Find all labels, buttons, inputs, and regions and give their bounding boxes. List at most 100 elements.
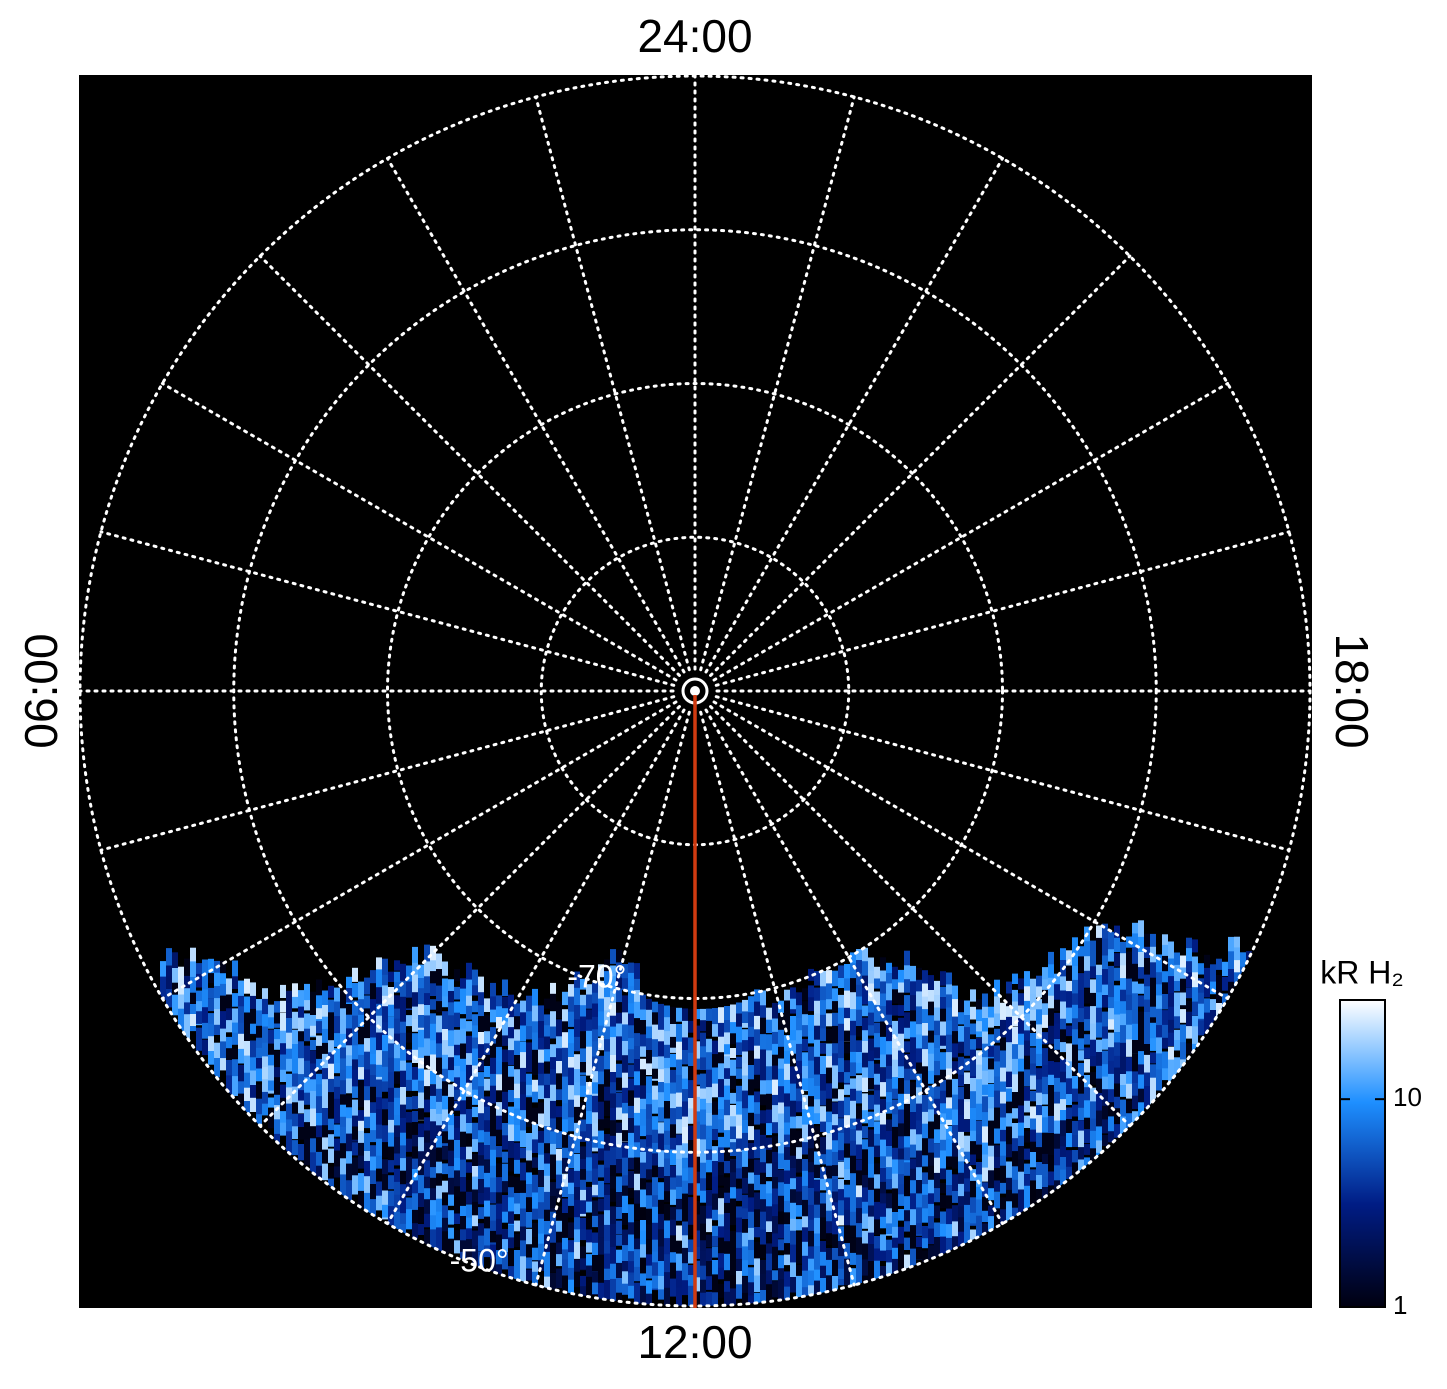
emission-cell <box>496 1102 502 1127</box>
emission-cell <box>652 1206 658 1226</box>
emission-cell <box>712 1008 718 1031</box>
emission-cell <box>922 1077 928 1095</box>
emission-cell <box>352 967 358 982</box>
emission-cell <box>808 1172 814 1192</box>
emission-cell <box>1000 1103 1006 1119</box>
emission-cell <box>592 1184 598 1196</box>
emission-cell <box>622 1072 628 1095</box>
emission-cell <box>820 1137 826 1163</box>
emission-cell <box>790 1262 796 1290</box>
emission-cell <box>964 1000 970 1027</box>
emission-cell <box>628 1145 634 1166</box>
emission-cell <box>1000 1165 1006 1188</box>
emission-cell <box>538 1085 544 1100</box>
emission-cell <box>934 1114 940 1140</box>
emission-cell <box>214 1042 220 1071</box>
emission-cell <box>394 1043 400 1067</box>
emission-cell <box>376 1032 382 1053</box>
emission-cell <box>616 1132 622 1148</box>
emission-cell <box>466 1109 472 1126</box>
emission-cell <box>736 1056 742 1068</box>
emission-cell <box>802 1094 808 1121</box>
emission-cell <box>796 1116 802 1129</box>
emission-cell <box>496 1163 502 1184</box>
emission-cell <box>616 1092 622 1115</box>
emission-cell <box>466 1053 472 1065</box>
emission-cell <box>1084 1006 1090 1028</box>
emission-cell <box>424 944 430 972</box>
emission-cell <box>1090 1072 1096 1085</box>
emission-cell <box>436 1043 442 1072</box>
emission-cell <box>790 1155 796 1174</box>
emission-cell <box>1024 1148 1030 1160</box>
emission-cell <box>682 1180 688 1195</box>
emission-cell <box>544 1251 550 1267</box>
emission-cell <box>838 1100 844 1118</box>
emission-cell <box>916 1167 922 1192</box>
emission-cell <box>1132 1009 1138 1030</box>
emission-cell <box>352 1032 358 1051</box>
emission-cell <box>550 1225 556 1248</box>
emission-cell <box>934 1172 940 1198</box>
emission-cell <box>580 1085 586 1097</box>
emission-cell <box>838 1241 844 1271</box>
emission-cell <box>952 1221 958 1240</box>
emission-cell <box>418 1151 424 1169</box>
emission-cell <box>490 1136 496 1150</box>
emission-cell <box>1024 1069 1030 1087</box>
emission-cell <box>370 1145 376 1164</box>
emission-cell <box>892 979 898 995</box>
emission-cell <box>826 999 832 1010</box>
emission-cell <box>814 1217 820 1238</box>
emission-cell <box>454 1196 460 1216</box>
emission-cell <box>1048 1155 1054 1177</box>
emission-cell <box>586 1201 592 1213</box>
emission-cell <box>274 1039 280 1050</box>
emission-cell <box>352 1142 358 1156</box>
emission-cell <box>406 1049 412 1061</box>
emission-cell <box>982 1043 988 1059</box>
emission-cell <box>934 1188 940 1203</box>
emission-cell <box>574 1069 580 1090</box>
emission-cell <box>916 1193 922 1208</box>
emission-cell <box>916 1134 922 1151</box>
emission-cell <box>562 991 568 1006</box>
emission-cell <box>784 1106 790 1135</box>
emission-cell <box>1000 1129 1006 1143</box>
emission-cell <box>286 1058 292 1072</box>
emission-cell <box>652 1222 658 1252</box>
emission-cell <box>382 1109 388 1138</box>
emission-cell <box>658 1213 664 1240</box>
emission-cell <box>742 1246 748 1265</box>
emission-cell <box>646 1159 652 1172</box>
emission-cell <box>712 1024 718 1037</box>
emission-cell <box>808 1106 814 1134</box>
emission-cell <box>1174 1029 1180 1048</box>
emission-cell <box>754 989 760 1005</box>
emission-cell <box>1024 1013 1030 1041</box>
emission-cell <box>1048 1009 1054 1036</box>
emission-cell <box>892 1137 898 1153</box>
emission-cell <box>358 999 364 1024</box>
emission-cell <box>850 963 856 980</box>
emission-cell <box>778 1012 784 1034</box>
emission-cell <box>766 1163 772 1177</box>
emission-cell <box>784 1271 790 1301</box>
emission-cell <box>874 1236 880 1249</box>
emission-cell <box>526 1184 532 1203</box>
emission-cell <box>826 1067 832 1086</box>
emission-cell <box>832 1053 838 1074</box>
emission-cell <box>862 1230 868 1244</box>
emission-cell <box>574 1036 580 1052</box>
emission-cell <box>424 1099 430 1113</box>
emission-cell <box>796 1017 802 1036</box>
emission-cell <box>310 1138 316 1159</box>
emission-cell <box>208 998 214 1012</box>
emission-cell <box>796 1130 802 1155</box>
emission-cell <box>766 1206 772 1234</box>
emission-cell <box>508 1124 514 1153</box>
emission-cell <box>1096 925 1102 940</box>
emission-cell <box>460 1159 466 1184</box>
emission-cell <box>718 1119 724 1133</box>
emission-cell <box>520 1192 526 1215</box>
